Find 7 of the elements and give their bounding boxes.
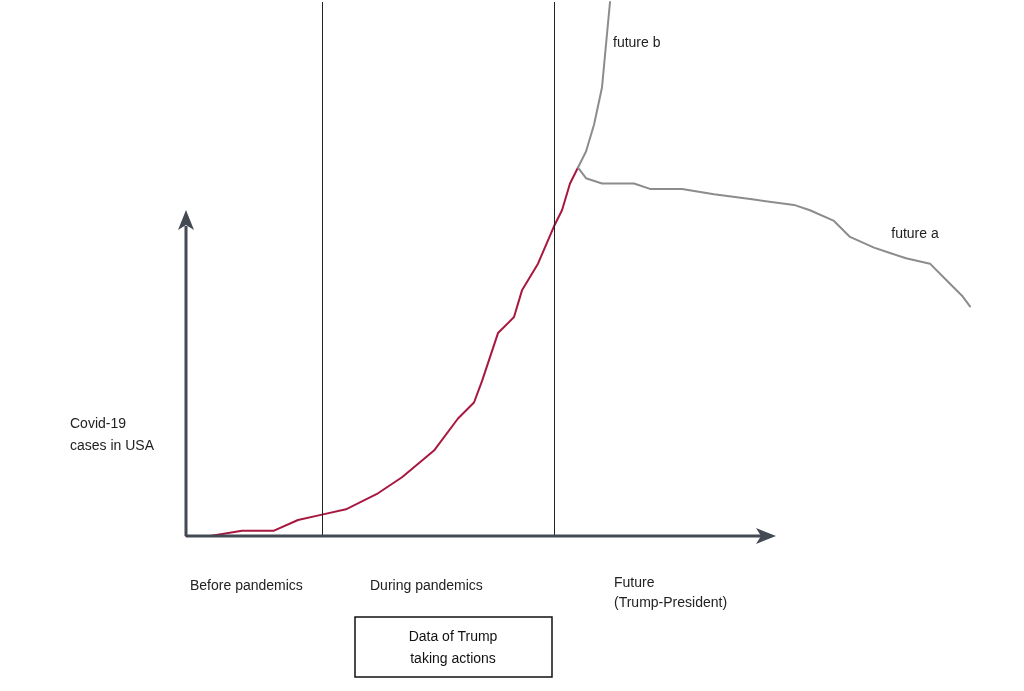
y-axis-title: Covid-19 cases in USA bbox=[70, 415, 155, 453]
text: Before pandemics bbox=[190, 577, 303, 593]
text: Future (Trump-President) bbox=[614, 574, 728, 610]
series-label: future a bbox=[891, 224, 939, 241]
text: During pandemics bbox=[370, 577, 483, 593]
series-label: future b bbox=[613, 34, 661, 51]
text: Data of Trump taking actions bbox=[408, 628, 498, 666]
